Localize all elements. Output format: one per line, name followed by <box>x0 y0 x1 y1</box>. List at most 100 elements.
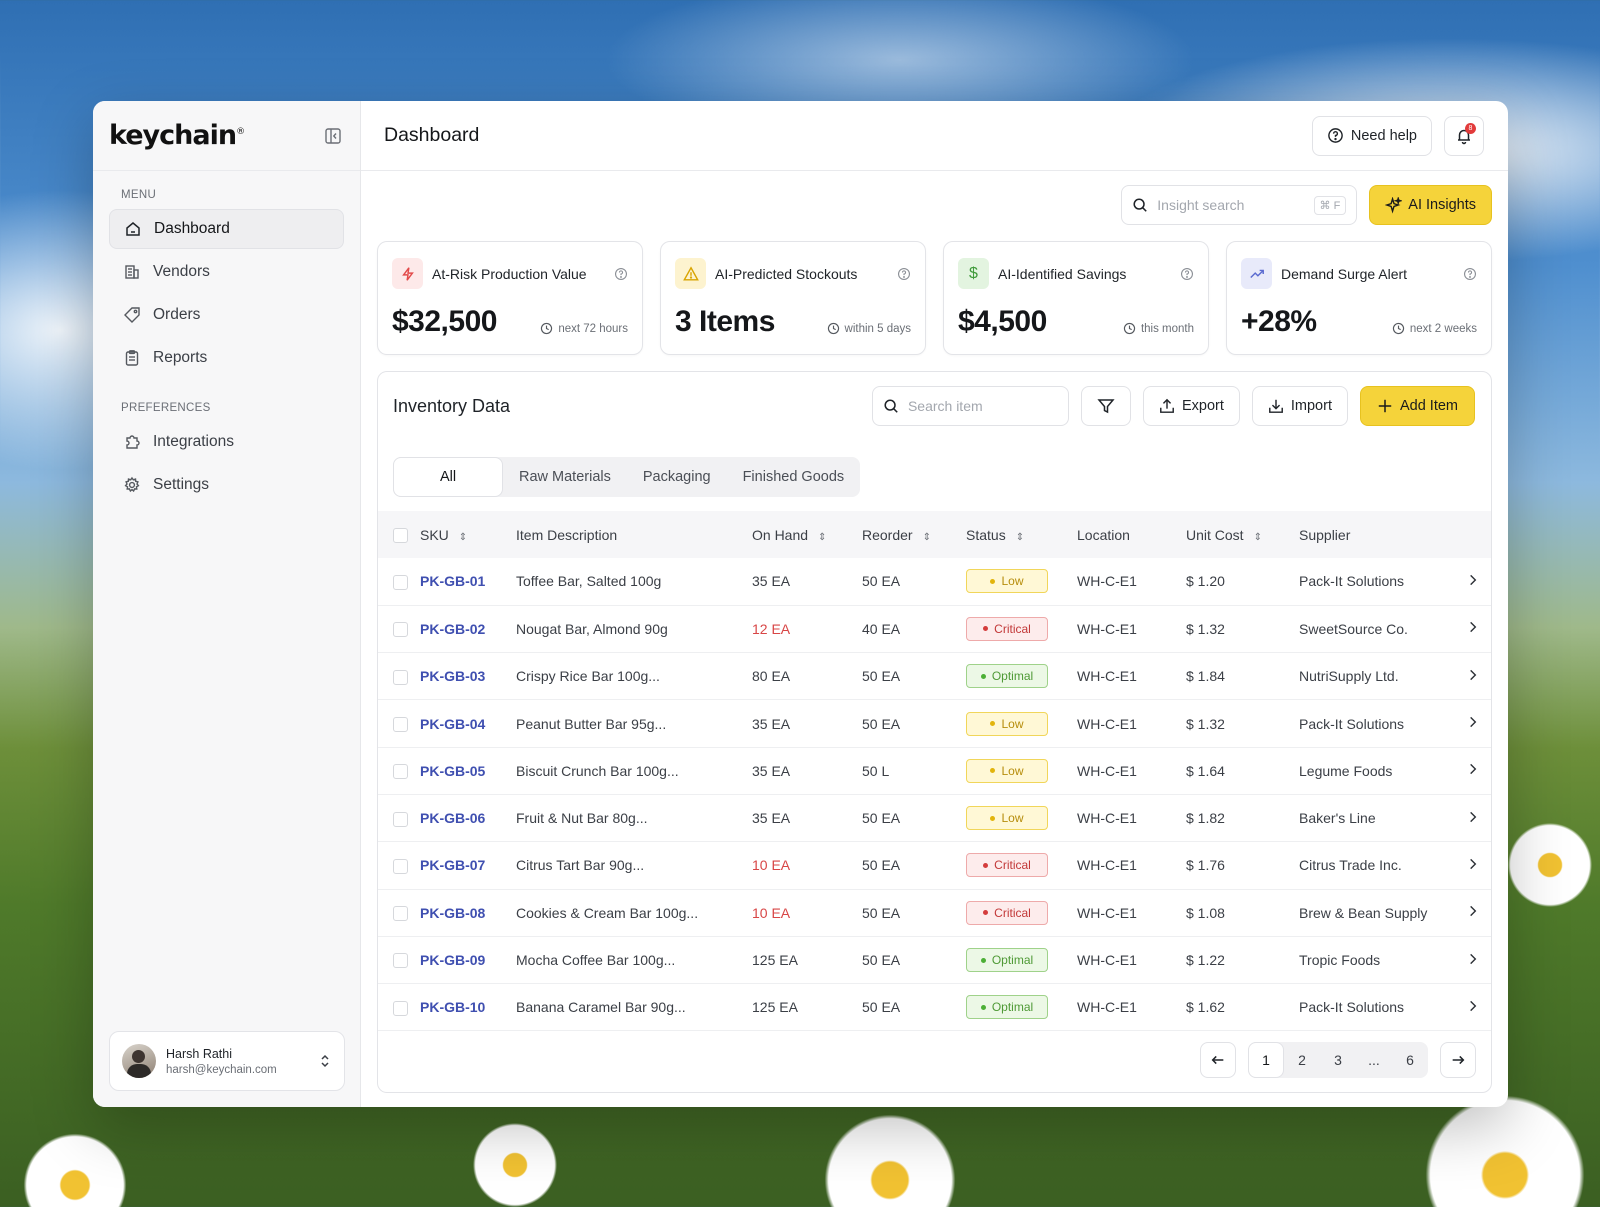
add-item-button[interactable]: Add Item <box>1359 386 1475 426</box>
sidebar-item-dashboard[interactable]: Dashboard <box>109 209 344 249</box>
sku-link[interactable]: PK-GB-03 <box>420 668 486 685</box>
import-button[interactable]: Import <box>1251 386 1348 426</box>
sidebar-item-settings[interactable]: Settings <box>109 465 344 505</box>
info-icon[interactable] <box>614 267 628 281</box>
chevron-up-down-icon[interactable] <box>318 1053 332 1069</box>
chevron-right-icon[interactable] <box>1455 889 1491 936</box>
sort-icon[interactable]: ⇕ <box>458 531 468 543</box>
tab-raw-materials[interactable]: Raw Materials <box>519 469 611 485</box>
search-item-input[interactable]: Search item <box>871 386 1069 426</box>
kpi-card-savings[interactable]: $ AI-Identified Savings $4,500 this mont… <box>943 241 1209 355</box>
sku-link[interactable]: PK-GB-07 <box>420 857 486 874</box>
notifications-button[interactable]: 8 <box>1444 115 1484 156</box>
row-checkbox[interactable] <box>393 858 408 874</box>
sort-icon[interactable]: ⇕ <box>922 531 931 543</box>
table-row[interactable]: PK-GB-01 Toffee Bar, Salted 100g 35 EA 50 E… <box>378 558 1491 606</box>
reorder-value: 50 EA <box>862 857 901 874</box>
page-number-button[interactable]: 6 <box>1406 1052 1414 1068</box>
kpi-value: +28% <box>1241 305 1317 338</box>
page-number-button[interactable]: 1 <box>1248 1042 1284 1078</box>
row-checkbox[interactable] <box>393 669 408 685</box>
chevron-right-icon[interactable] <box>1455 605 1491 652</box>
status-dot-icon <box>983 910 989 916</box>
kpi-card-at-risk[interactable]: At-Risk Production Value $32,500 next 72… <box>377 241 643 355</box>
row-checkbox[interactable] <box>393 906 408 922</box>
sku-link[interactable]: PK-GB-04 <box>420 715 486 732</box>
table-row[interactable]: PK-GB-05 Biscuit Crunch Bar 100g... 35 EA 5… <box>378 747 1491 795</box>
sku-link[interactable]: PK-GB-08 <box>420 904 486 921</box>
table-row[interactable]: PK-GB-08 Cookies & Cream Bar 100g... 10 EA… <box>378 889 1491 937</box>
table-row[interactable]: PK-GB-10 Banana Caramel Bar 90g... 125 EA 5… <box>378 984 1491 1031</box>
on-hand-value: 10 EA <box>752 904 791 921</box>
export-button[interactable]: Export <box>1142 386 1240 426</box>
need-help-button[interactable]: Need help <box>1311 115 1432 156</box>
row-checkbox[interactable] <box>393 574 408 590</box>
location-value: WH-C-E1 <box>1077 857 1137 874</box>
tab-packaging[interactable]: Packaging <box>642 469 711 485</box>
table-row[interactable]: PK-GB-09 Mocha Coffee Bar 100g... 125 EA 50… <box>378 936 1491 984</box>
item-description: Mocha Coffee Bar 100g... <box>516 952 676 969</box>
chevron-right-icon[interactable] <box>1455 558 1491 605</box>
collapse-sidebar-icon[interactable] <box>322 125 344 147</box>
page-number-button[interactable]: 3 <box>1334 1052 1342 1068</box>
table-row[interactable]: PK-GB-04 Peanut Butter Bar 95g... 35 EA 50 … <box>378 700 1491 748</box>
on-hand-value: 35 EA <box>752 715 791 732</box>
row-checkbox[interactable] <box>393 622 408 638</box>
chevron-right-icon[interactable] <box>1455 936 1491 983</box>
row-checkbox[interactable] <box>393 1000 408 1016</box>
info-icon[interactable] <box>897 267 911 281</box>
row-checkbox[interactable] <box>393 953 408 969</box>
filter-button[interactable] <box>1080 386 1131 426</box>
supplier-value: Tropic Foods <box>1299 952 1381 969</box>
column-header-sku[interactable]: SKU ⇕ <box>420 526 468 543</box>
sidebar-item-integrations[interactable]: Integrations <box>109 422 344 462</box>
status-dot-icon <box>990 768 996 774</box>
insight-toolbar: Insight search ⌘ F AI Insights <box>377 185 1492 225</box>
sku-link[interactable]: PK-GB-02 <box>420 620 486 637</box>
table-row[interactable]: PK-GB-02 Nougat Bar, Almond 90g 12 EA 40 EA… <box>378 605 1491 653</box>
row-checkbox[interactable] <box>393 811 408 827</box>
row-checkbox[interactable] <box>393 764 408 780</box>
insight-search-input[interactable]: Insight search ⌘ F <box>1121 185 1358 225</box>
chevron-right-icon[interactable] <box>1455 747 1491 794</box>
column-header-reorder[interactable]: Reorder ⇕ <box>862 526 931 543</box>
sidebar-item-orders[interactable]: Orders <box>109 295 344 335</box>
sku-link[interactable]: PK-GB-06 <box>420 810 486 827</box>
sku-link[interactable]: PK-GB-05 <box>420 762 486 779</box>
sort-icon[interactable]: ⇕ <box>1253 531 1262 543</box>
column-header-status[interactable]: Status ⇕ <box>966 526 1025 543</box>
kpi-title: AI-Predicted Stockouts <box>715 265 858 282</box>
sort-icon[interactable]: ⇕ <box>818 531 827 543</box>
column-header-unit-cost[interactable]: Unit Cost ⇕ <box>1186 526 1262 543</box>
tab-all[interactable]: All <box>393 457 503 497</box>
table-row[interactable]: PK-GB-06 Fruit & Nut Bar 80g... 35 EA 50 EA… <box>378 794 1491 842</box>
main-nav: Dashboard Vendors Orders Reports <box>93 209 360 378</box>
row-checkbox[interactable] <box>393 716 408 732</box>
sku-link[interactable]: PK-GB-09 <box>420 952 486 969</box>
ai-insights-button[interactable]: AI Insights <box>1369 185 1492 225</box>
prev-page-button[interactable] <box>1200 1042 1236 1078</box>
chevron-right-icon[interactable] <box>1455 653 1491 700</box>
column-header-on-hand[interactable]: On Hand ⇕ <box>752 526 827 543</box>
sort-icon[interactable]: ⇕ <box>1015 531 1025 543</box>
chevron-right-icon[interactable] <box>1455 794 1491 841</box>
chevron-right-icon[interactable] <box>1455 984 1491 1031</box>
tab-finished-goods[interactable]: Finished Goods <box>742 469 845 485</box>
sidebar-item-vendors[interactable]: Vendors <box>109 252 344 292</box>
chevron-right-icon[interactable] <box>1455 842 1491 889</box>
sku-link[interactable]: PK-GB-10 <box>420 999 486 1016</box>
next-page-button[interactable] <box>1440 1042 1476 1078</box>
chevron-right-icon[interactable] <box>1455 700 1491 747</box>
sidebar-item-reports[interactable]: Reports <box>109 338 344 378</box>
sku-link[interactable]: PK-GB-01 <box>420 573 486 590</box>
user-profile-card[interactable]: Harsh Rathi harsh@keychain.com <box>109 1031 345 1091</box>
keychain-logo[interactable]: keychain® <box>109 120 245 151</box>
table-row[interactable]: PK-GB-03 Crispy Rice Bar 100g... 80 EA 50 E… <box>378 653 1491 700</box>
table-row[interactable]: PK-GB-07 Citrus Tart Bar 90g... 10 EA 50 EA… <box>378 842 1491 890</box>
kpi-card-stockouts[interactable]: AI-Predicted Stockouts 3 Items within 5 … <box>660 241 926 355</box>
select-all-checkbox[interactable] <box>393 527 408 543</box>
kpi-card-demand-surge[interactable]: Demand Surge Alert +28% next 2 weeks <box>1226 241 1492 355</box>
info-icon[interactable] <box>1180 267 1194 281</box>
info-icon[interactable] <box>1463 267 1477 281</box>
page-number-button[interactable]: 2 <box>1298 1052 1306 1068</box>
